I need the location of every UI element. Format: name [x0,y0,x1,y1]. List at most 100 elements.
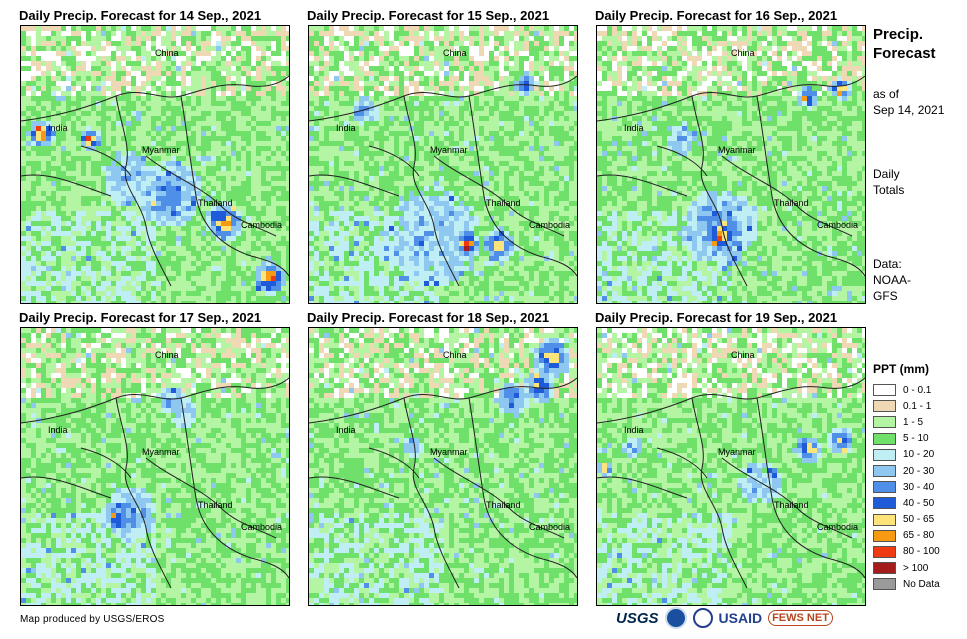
panel-title: Daily Precip. Forecast for 15 Sep., 2021 [307,8,550,23]
map-credit: Map produced by USGS/EROS [20,614,165,625]
precip-map: China India Myanmar Thailand Cambodia [308,25,578,304]
legend-label: > 100 [903,562,929,574]
country-border [145,457,277,539]
precip-map: China India Myanmar Thailand Cambodia [20,327,290,606]
country-border [80,145,132,177]
panel-title: Daily Precip. Forecast for 19 Sep., 2021 [595,310,838,325]
legend-label: 40 - 50 [903,497,935,509]
map-label-china: China [155,350,179,360]
map-label-india: India [48,425,68,435]
legend-title: PPT (mm) [873,362,930,376]
map-label-myanmar: Myanmar [430,145,468,155]
country-border [721,457,853,539]
usgs-logo: USGS [616,609,659,627]
country-border [433,155,565,237]
country-border [368,447,420,479]
map-label-cambodia: Cambodia [241,220,282,230]
map-label-myanmar: Myanmar [718,447,756,457]
legend-item: 1 - 5 [873,414,940,430]
map-label-india: India [336,123,356,133]
title-line-1: Precip. [873,26,924,43]
legend-swatch [873,578,896,591]
legend-label: No Data [903,578,940,590]
map-svg: China India Myanmar Thailand Cambodia [597,26,865,303]
country-border [656,145,708,177]
legend-item: 80 - 100 [873,544,940,560]
country-border [180,397,289,579]
legend-label: 5 - 10 [903,433,929,445]
data-line-1: Data: [873,257,902,271]
country-border [80,447,132,479]
legend-label: 10 - 20 [903,449,935,461]
map-label-cambodia: Cambodia [529,220,570,230]
map-label-cambodia: Cambodia [817,522,858,532]
data-line-2: NOAA- [873,273,912,287]
country-border [115,397,172,589]
map-label-india: India [624,425,644,435]
legend-item: 0.1 - 1 [873,398,940,414]
map-label-china: China [731,350,755,360]
legend-label: 50 - 65 [903,514,935,526]
legend-label: 80 - 100 [903,546,940,558]
usaid-logo: USAID [718,610,763,626]
legend-swatch [873,465,896,478]
map-label-china: China [443,48,467,58]
map-label-china: China [731,48,755,58]
as-of-date: as of Sep 14, 2021 [873,86,944,118]
country-border [21,174,112,197]
forecast-panel-5: Daily Precip. Forecast for 18 Sep., 2021… [307,309,578,606]
forecast-panel-1: Daily Precip. Forecast for 14 Sep., 2021… [19,7,290,304]
map-svg: China India Myanmar Thailand Cambodia [597,328,865,605]
map-label-india: India [48,123,68,133]
map-label-india: India [336,425,356,435]
legend-item: 65 - 80 [873,528,940,544]
sidebar-title: Precip. Forecast [873,25,936,63]
map-label-china: China [443,350,467,360]
legend-swatch [873,513,896,526]
legend-swatch [873,562,896,575]
country-border [309,476,400,499]
legend-item: 10 - 20 [873,447,940,463]
map-label-thailand: Thailand [486,198,521,208]
legend-item: 40 - 50 [873,495,940,511]
legend-swatch [873,545,896,558]
forecast-panel-2: Daily Precip. Forecast for 15 Sep., 2021… [307,7,578,304]
legend-item: 30 - 40 [873,479,940,495]
legend-label: 1 - 5 [903,416,924,428]
country-border [403,397,460,589]
country-border [756,95,865,277]
country-border [468,95,577,277]
country-border [21,476,112,499]
legend-items: 0 - 0.1 0.1 - 1 1 - 5 5 - 10 10 - 20 20 - 30 3… [873,382,940,592]
country-border [145,155,277,237]
country-border [756,397,865,579]
legend-swatch [873,384,896,397]
country-border [721,155,853,237]
map-svg: China India Myanmar Thailand Cambodia [21,328,289,605]
map-svg: China India Myanmar Thailand Cambodia [309,26,577,303]
country-border [180,95,289,277]
legend-label: 65 - 80 [903,530,935,542]
forecast-panel-6: Daily Precip. Forecast for 19 Sep., 2021… [595,309,866,606]
map-label-myanmar: Myanmar [430,447,468,457]
as-of-label: as of [873,87,900,101]
country-border [468,397,577,579]
map-label-myanmar: Myanmar [142,145,180,155]
legend-swatch [873,448,896,461]
country-border [433,457,565,539]
country-border [368,145,420,177]
legend: PPT (mm) 0 - 0.1 0.1 - 1 1 - 5 5 - 10 10 - 2… [873,362,940,592]
legend-item: 50 - 65 [873,512,940,528]
precip-map: China India Myanmar Thailand Cambodia [596,327,866,606]
usaid-seal-icon [692,608,713,628]
panel-title: Daily Precip. Forecast for 16 Sep., 2021 [595,8,838,23]
map-label-thailand: Thailand [774,198,809,208]
legend-item: > 100 [873,560,940,576]
legend-swatch [873,497,896,510]
country-border [115,95,172,287]
map-label-myanmar: Myanmar [142,447,180,457]
panel-title: Daily Precip. Forecast for 17 Sep., 2021 [19,310,262,325]
map-svg: China India Myanmar Thailand Cambodia [21,26,289,303]
country-border [403,95,460,287]
map-label-myanmar: Myanmar [718,145,756,155]
